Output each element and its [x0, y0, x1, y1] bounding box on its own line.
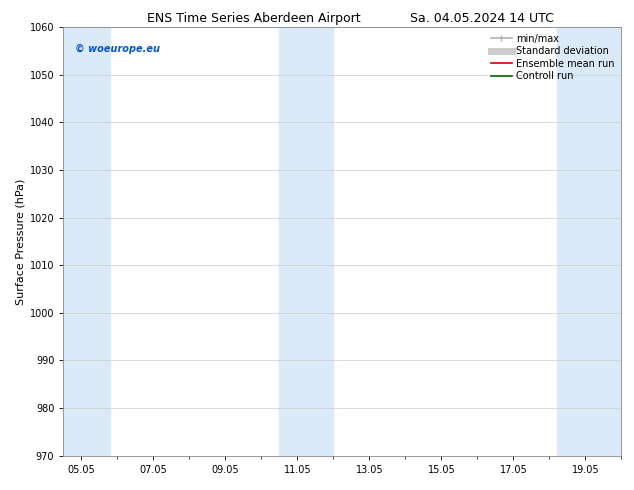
Text: © woeurope.eu: © woeurope.eu: [75, 44, 160, 54]
Bar: [63, 27, 110, 456]
Y-axis label: Surface Pressure (hPa): Surface Pressure (hPa): [16, 178, 25, 304]
Legend: min/max, Standard deviation, Ensemble mean run, Controll run: min/max, Standard deviation, Ensemble me…: [489, 32, 616, 83]
Text: ENS Time Series Aberdeen Airport: ENS Time Series Aberdeen Airport: [147, 12, 360, 25]
Bar: [280, 27, 333, 456]
Bar: [557, 27, 621, 456]
Text: Sa. 04.05.2024 14 UTC: Sa. 04.05.2024 14 UTC: [410, 12, 553, 25]
